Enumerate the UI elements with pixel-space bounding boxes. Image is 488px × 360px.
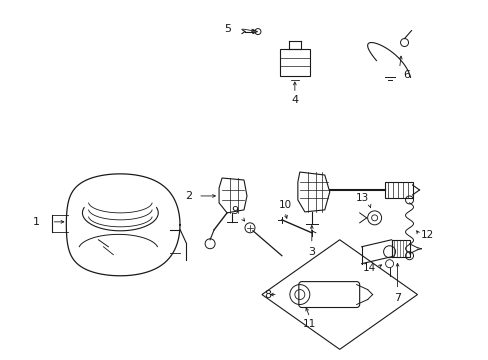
Text: 14: 14 [362, 263, 375, 273]
Text: 7: 7 [393, 293, 400, 302]
Text: 12: 12 [420, 230, 433, 240]
Text: 3: 3 [307, 247, 315, 257]
Text: 2: 2 [185, 191, 192, 201]
Text: 6: 6 [402, 71, 409, 80]
Bar [384, 182, 412, 198]
Bar [279, 49, 309, 76]
Text: 10: 10 [278, 200, 291, 210]
Text: 13: 13 [355, 193, 368, 203]
Bar [391, 240, 408, 257]
Text: 11: 11 [303, 319, 316, 329]
Text: 5: 5 [224, 24, 231, 33]
Text: 8: 8 [264, 289, 271, 300]
Text: 4: 4 [291, 95, 298, 105]
Text: 1: 1 [33, 217, 40, 227]
Text: 9: 9 [231, 206, 238, 216]
